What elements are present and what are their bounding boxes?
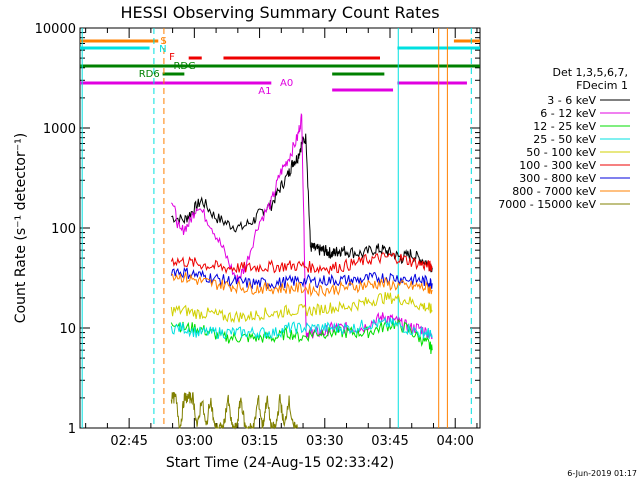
x-tick-label: 03:45 [371,434,408,449]
y-axis: 1 10 100 1000 10000 [35,22,480,437]
x-axis: 02:45 03:00 03:15 03:30 03:45 04:00 [85,28,478,449]
series-line [170,292,433,324]
legend-header: Det 1,3,5,6,7, [552,66,628,79]
series-group [170,113,433,430]
legend-label: 12 - 25 keV [533,120,596,133]
y-axis-label: Count Rate (s⁻¹ detector⁻¹) [13,133,29,323]
flag-label: F [169,52,175,63]
x-tick-label: 03:30 [306,434,343,449]
series-line [170,113,433,340]
x-tick-label: 03:15 [241,434,278,449]
y-tick-label: 10 [59,322,76,337]
legend-label: 6 - 12 keV [540,107,596,120]
flag-label: N [159,44,166,55]
y-tick-label: 1000 [43,122,76,137]
chart-title: HESSI Observing Summary Count Rates [120,3,439,22]
x-tick-label: 04:00 [436,434,473,449]
y-tick-label: 1 [68,422,76,437]
footer-date: 6-Jun-2019 01:17 [567,469,637,478]
series-line [170,266,433,290]
legend-label: 100 - 300 keV [519,159,596,172]
series-line [170,252,433,276]
flag-label: A1 [258,86,271,97]
legend-label: 300 - 800 keV [519,172,596,185]
legend-label: 3 - 6 keV [547,94,596,107]
flag-label: S [160,36,166,47]
legend-label: 7000 - 15000 keV [498,198,596,211]
legend-label: 800 - 7000 keV [512,185,596,198]
x-axis-label: Start Time (24-Aug-15 02:33:42) [166,455,394,471]
series-line [170,319,433,355]
flag-label: RD6 [139,69,160,80]
series-line [171,133,433,273]
flag-label: RDG [173,61,195,72]
legend-header: FDecim 1 [576,79,628,92]
x-tick-label: 03:00 [176,434,213,449]
y-tick-label: 100 [51,222,76,237]
flag-label: A0 [280,78,293,89]
legend-label: 50 - 100 keV [526,146,596,159]
x-tick-label: 02:45 [110,434,147,449]
series-line [171,272,433,298]
series-line [170,391,298,430]
series-line [170,316,433,340]
legend-label: 25 - 50 keV [533,133,596,146]
y-tick-label: 10000 [35,22,76,37]
